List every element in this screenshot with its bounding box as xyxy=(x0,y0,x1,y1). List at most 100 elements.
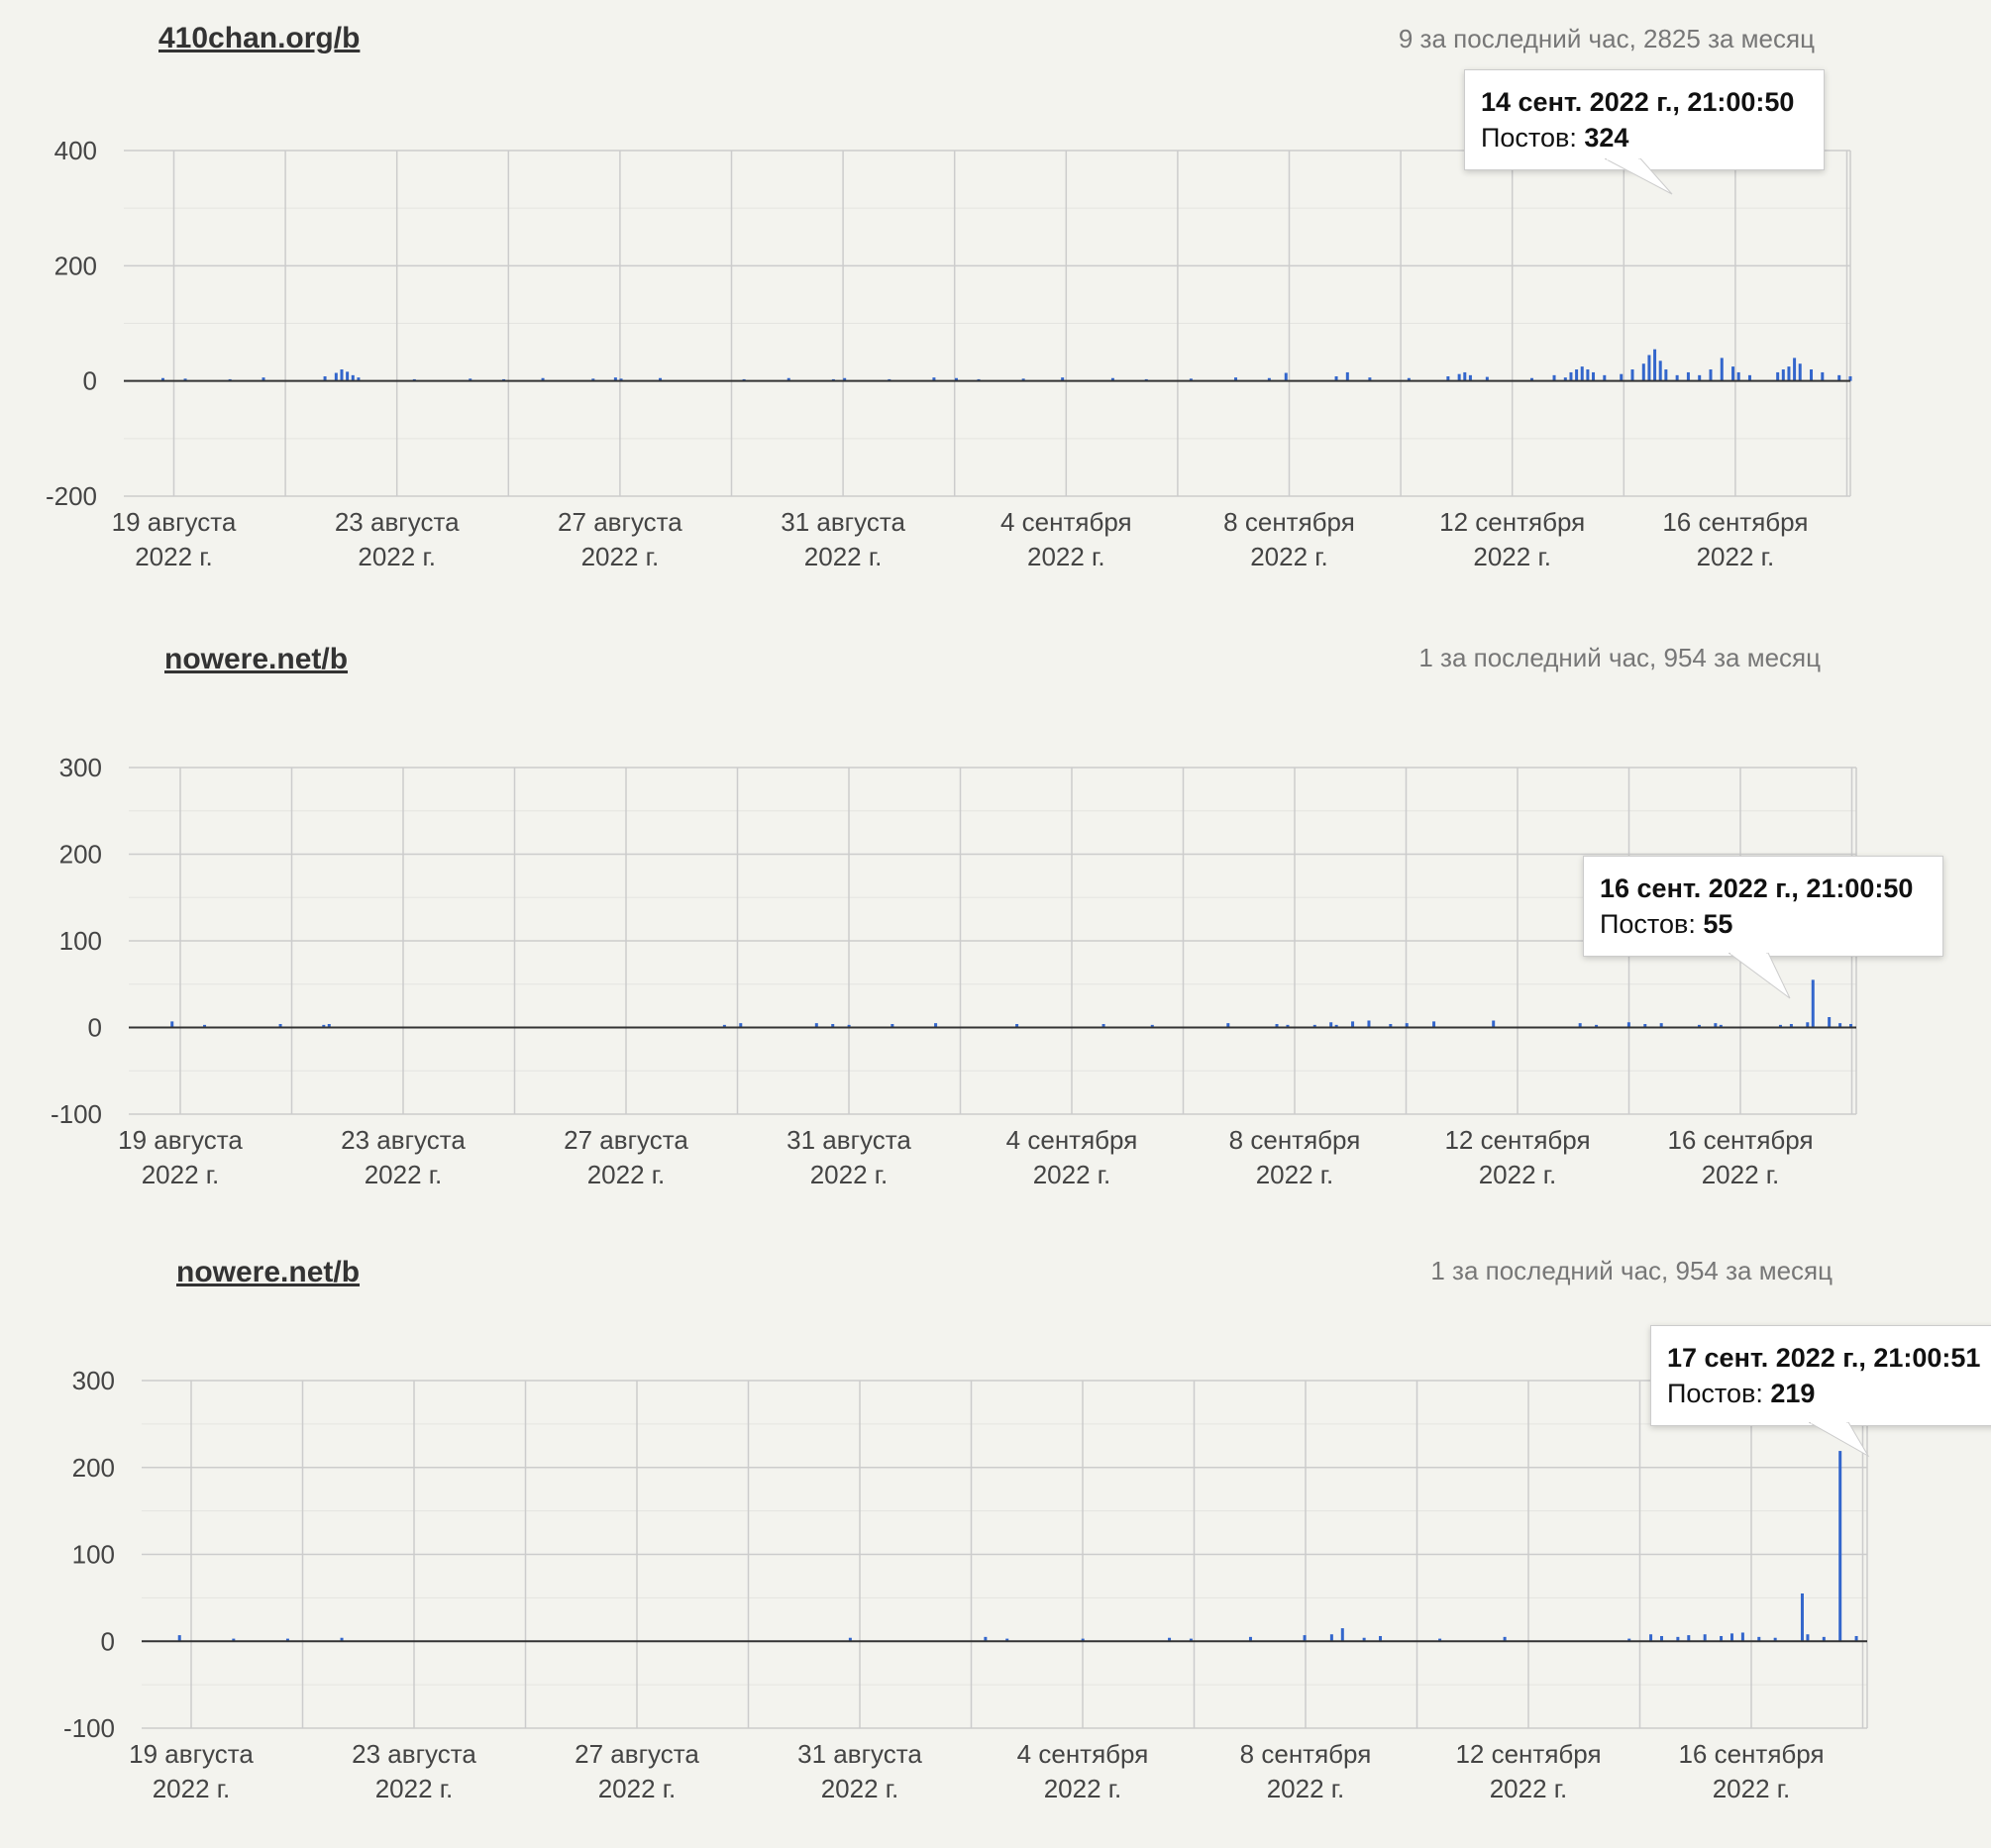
bar xyxy=(722,1024,726,1028)
x-tick-label: 4 сентября xyxy=(1000,507,1132,537)
bar xyxy=(1362,1637,1366,1642)
x-tick-label: 12 сентября xyxy=(1439,507,1585,537)
bar xyxy=(1828,1017,1832,1028)
y-tick-label: 0 xyxy=(101,1626,115,1656)
bar xyxy=(831,1024,835,1028)
x-tick-label-year: 2022 г. xyxy=(1256,1160,1334,1189)
bar xyxy=(1747,374,1751,381)
bar xyxy=(786,377,790,381)
bar xyxy=(1081,1638,1085,1642)
bar xyxy=(334,372,338,381)
x-tick-label-year: 2022 г. xyxy=(365,1160,443,1189)
bar xyxy=(323,376,327,381)
bar xyxy=(814,1023,818,1028)
bar xyxy=(1150,1024,1154,1028)
bar xyxy=(847,1024,851,1028)
bar xyxy=(183,378,187,381)
bar xyxy=(1368,377,1372,381)
x-tick-label-year: 2022 г. xyxy=(375,1774,454,1803)
bar xyxy=(1776,371,1780,381)
x-tick-label: 27 августа xyxy=(558,507,682,537)
bar xyxy=(1698,374,1702,381)
bar xyxy=(1340,1628,1344,1642)
bar xyxy=(739,1023,743,1028)
bar xyxy=(1787,366,1791,381)
tooltip-pointer xyxy=(1605,158,1673,195)
x-tick-label-year: 2022 г. xyxy=(142,1160,220,1189)
bar xyxy=(160,377,164,381)
posts-chart[interactable]: 300 200 100 0 -100 19 августа 2022 г. 23 август… xyxy=(0,1231,1991,1845)
y-tick-label: 300 xyxy=(72,1366,115,1395)
tooltip-count: Постов: 324 xyxy=(1481,123,1629,153)
x-tick-label: 19 августа xyxy=(129,1739,254,1769)
bar xyxy=(1312,1024,1316,1028)
y-tick-label: 300 xyxy=(59,753,102,782)
bar xyxy=(1649,1634,1653,1642)
bar xyxy=(1675,374,1679,381)
bar xyxy=(1643,1024,1647,1028)
x-tick-label: 31 августа xyxy=(786,1125,911,1155)
x-tick-label: 12 сентября xyxy=(1455,1739,1601,1769)
x-tick-label-year: 2022 г. xyxy=(1490,1774,1568,1803)
board-stats: 1 за последний час, 954 за месяц xyxy=(1418,643,1821,672)
chart-tooltip: 14 сент. 2022 г., 21:00:50 Постов: 324 xyxy=(1464,69,1825,170)
x-tick-label: 19 августа xyxy=(118,1125,243,1155)
bar xyxy=(1811,979,1815,1028)
tooltip-pointer xyxy=(1729,953,1791,999)
board-title-link[interactable]: 410chan.org/b xyxy=(158,22,361,54)
bar xyxy=(1457,373,1461,381)
posts-chart[interactable]: 300 200 100 0 -100 19 августа 2022 г. 23 август… xyxy=(0,616,1991,1230)
bar xyxy=(1821,371,1825,381)
bar xyxy=(1286,1024,1290,1028)
y-tick-label: 0 xyxy=(88,1013,102,1043)
bar xyxy=(932,377,936,381)
bar xyxy=(203,1024,207,1028)
bar xyxy=(1389,1024,1393,1028)
bar xyxy=(591,378,595,381)
bar xyxy=(1438,1638,1442,1642)
x-tick-label-year: 2022 г. xyxy=(1473,542,1551,571)
bar xyxy=(1592,371,1596,381)
x-tick-label: 16 сентября xyxy=(1667,1125,1813,1155)
bar xyxy=(1714,1023,1718,1028)
bar xyxy=(1659,1023,1663,1028)
bar xyxy=(177,1635,181,1642)
chart-panel-2: nowere.net/b 1 за последний час, 954 за … xyxy=(0,616,1991,1230)
board-title-link[interactable]: nowere.net/b xyxy=(164,643,349,675)
y-tick-label: 100 xyxy=(59,926,102,956)
board-title-link[interactable]: nowere.net/b xyxy=(176,1256,361,1288)
bar xyxy=(1793,358,1797,381)
tooltip-pointer xyxy=(1809,1422,1870,1458)
y-tick-label: 0 xyxy=(83,366,97,396)
x-tick-label-year: 2022 г. xyxy=(358,542,436,571)
bar xyxy=(1303,1635,1307,1642)
x-tick-label: 12 сентября xyxy=(1444,1125,1590,1155)
bar xyxy=(1658,360,1662,381)
tooltip-date: 14 сент. 2022 г., 21:00:50 xyxy=(1481,87,1795,117)
bar xyxy=(1329,1634,1333,1642)
x-tick-label: 23 августа xyxy=(335,507,460,537)
x-tick-label-year: 2022 г. xyxy=(1250,542,1328,571)
bar xyxy=(954,377,958,381)
posts-chart[interactable]: 400 200 0 -200 19 августа 2022 г. 23 августа 20… xyxy=(0,0,1991,614)
bar xyxy=(1226,1023,1230,1028)
y-tick-label: -100 xyxy=(51,1099,102,1129)
bar xyxy=(1822,1636,1826,1642)
bar xyxy=(346,371,350,381)
x-tick-label: 8 сентября xyxy=(1240,1739,1372,1769)
bar xyxy=(1659,1635,1663,1642)
bar xyxy=(1789,1024,1793,1028)
bar xyxy=(1686,371,1690,381)
bar xyxy=(1837,374,1841,381)
bar xyxy=(1709,369,1713,381)
x-tick-label-year: 2022 г. xyxy=(1033,1160,1111,1189)
bar xyxy=(1021,378,1025,381)
bar xyxy=(1569,371,1573,381)
bar xyxy=(170,1021,174,1028)
bar xyxy=(327,1024,331,1028)
bar xyxy=(1778,1024,1782,1028)
x-tick-label-year: 2022 г. xyxy=(1702,1160,1780,1189)
bar xyxy=(1005,1638,1009,1642)
tooltip-date: 16 сент. 2022 г., 21:00:50 xyxy=(1600,873,1914,903)
bar xyxy=(1575,369,1579,381)
